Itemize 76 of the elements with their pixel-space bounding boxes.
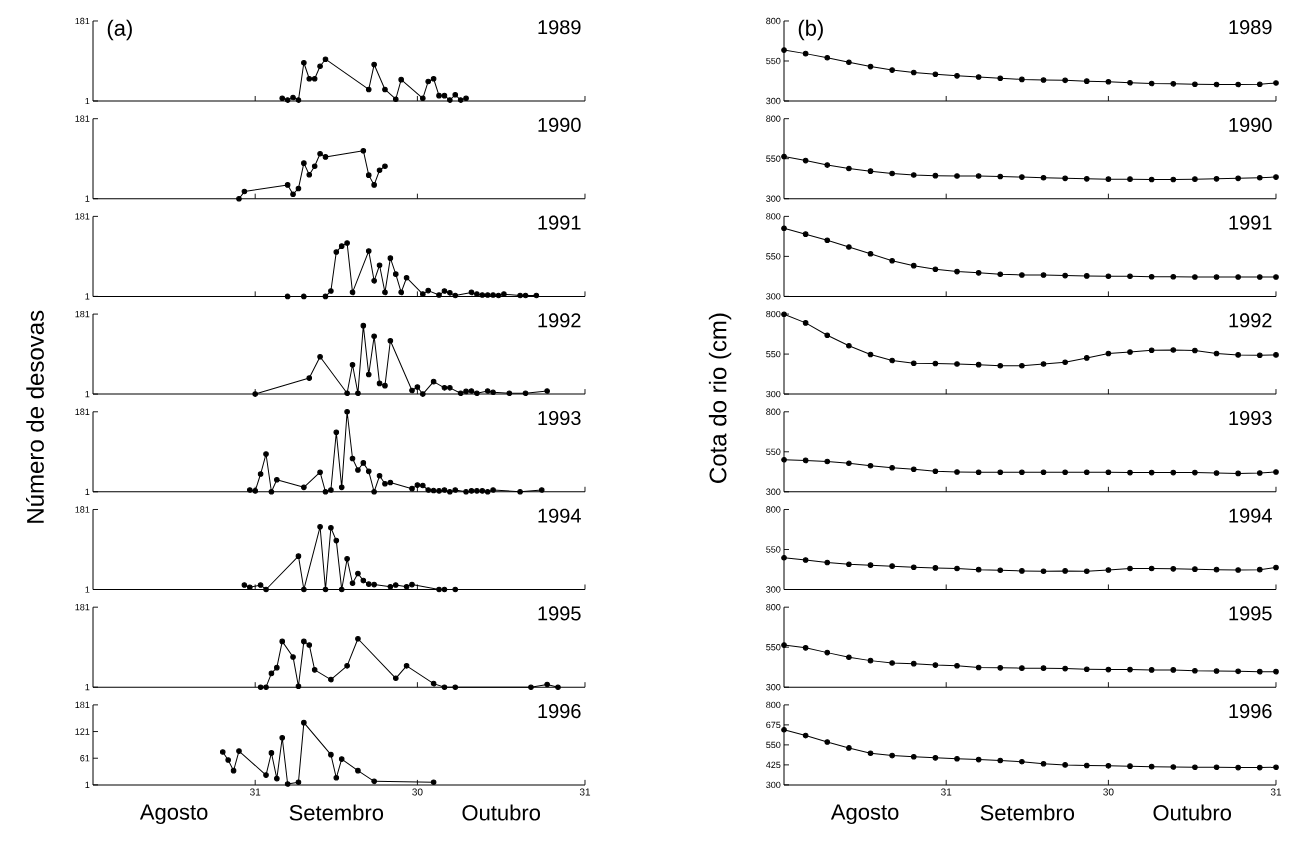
y-tick-label: 550 bbox=[766, 253, 781, 260]
chart-title: 1989 bbox=[538, 20, 581, 35]
chart-title: 1992 bbox=[538, 313, 581, 328]
text: Setembro bbox=[980, 804, 1075, 821]
text: Agosto bbox=[139, 804, 208, 825]
y-axis-title: Número de desovas bbox=[26, 310, 44, 523]
text: Outubro bbox=[1153, 804, 1232, 821]
x-tick-label: 31 bbox=[1270, 788, 1282, 796]
y-tick-label: 300 bbox=[766, 390, 781, 398]
y-tick-label: 1 bbox=[85, 781, 90, 788]
y-tick-label: 1 bbox=[85, 390, 90, 398]
y-tick-label: 550 bbox=[766, 155, 781, 162]
y-tick-label: 800 bbox=[766, 115, 781, 122]
y-tick-label: 181 bbox=[75, 310, 90, 318]
y-tick-label: 300 bbox=[766, 488, 781, 495]
chart-title: 1991 bbox=[538, 215, 581, 230]
y-tick-label: 1 bbox=[85, 586, 90, 593]
y-tick-label: 800 bbox=[766, 213, 781, 220]
y-tick-label: 300 bbox=[766, 683, 781, 691]
x-tick-label: 30 bbox=[1103, 788, 1114, 796]
text: Agosto bbox=[830, 804, 899, 825]
text: Setembro bbox=[289, 804, 384, 821]
y-tick-label: 1 bbox=[85, 684, 90, 691]
y-tick-label: 181 bbox=[75, 17, 90, 25]
y-tick-label: 1 bbox=[85, 488, 90, 495]
y-tick-label: 181 bbox=[75, 506, 90, 513]
y-tick-label: 300 bbox=[766, 97, 781, 105]
y-tick-label: 675 bbox=[766, 721, 781, 729]
y-tick-label: 550 bbox=[766, 546, 781, 553]
y-tick-label: 800 bbox=[766, 310, 781, 318]
chart-title: 1989 bbox=[1229, 20, 1272, 35]
annotation: (b) bbox=[798, 19, 823, 41]
y-tick-label: 550 bbox=[766, 57, 781, 65]
y-tick-label: 300 bbox=[766, 293, 781, 300]
y-tick-label: 300 bbox=[766, 195, 781, 202]
y-tick-label: 300 bbox=[766, 781, 781, 789]
y-tick-label: 181 bbox=[75, 408, 90, 415]
annotation: (a) bbox=[107, 19, 132, 41]
chart-title: 1992 bbox=[1229, 313, 1272, 328]
y-tick-label: 1 bbox=[85, 97, 90, 105]
y-tick-label: 181 bbox=[75, 115, 90, 122]
y-tick-label: 800 bbox=[766, 17, 781, 25]
y-tick-label: 800 bbox=[766, 701, 781, 709]
chart-title: 1995 bbox=[538, 606, 581, 621]
y-tick-label: 800 bbox=[766, 408, 781, 415]
chart-title: 1996 bbox=[538, 704, 581, 719]
chart-title: 1995 bbox=[1229, 606, 1272, 621]
chart-title: 1993 bbox=[538, 410, 581, 426]
y-tick-label: 121 bbox=[75, 728, 90, 735]
y-tick-label: 181 bbox=[75, 603, 90, 611]
chart-title: 1990 bbox=[1229, 117, 1272, 132]
y-tick-label: 550 bbox=[766, 643, 781, 651]
y-tick-label: 300 bbox=[766, 586, 781, 593]
y-tick-label: 550 bbox=[766, 350, 781, 358]
y-tick-label: 800 bbox=[766, 506, 781, 513]
y-tick-label: 181 bbox=[75, 701, 90, 709]
x-tick-label: 31 bbox=[250, 788, 261, 796]
chart-title: 1991 bbox=[1229, 215, 1272, 230]
chart-title: 1990 bbox=[538, 117, 581, 132]
chart-title: 1993 bbox=[1229, 410, 1272, 426]
y-tick-label: 550 bbox=[766, 741, 781, 749]
y-tick-label: 1 bbox=[85, 293, 90, 300]
chart-title: 1994 bbox=[1229, 508, 1272, 523]
text: Outubro bbox=[462, 804, 541, 821]
chart-title: 1994 bbox=[538, 508, 581, 523]
y-tick-label: 181 bbox=[75, 213, 90, 220]
x-tick-label: 31 bbox=[579, 788, 591, 796]
x-tick-label: 30 bbox=[412, 788, 423, 796]
chart-title: 1996 bbox=[1229, 704, 1272, 719]
y-tick-label: 1 bbox=[85, 195, 90, 202]
y-tick-label: 800 bbox=[766, 603, 781, 611]
y-tick-label: 425 bbox=[766, 761, 781, 769]
x-tick-label: 31 bbox=[941, 788, 952, 796]
y-axis-title: Cota do rio (cm) bbox=[708, 313, 732, 483]
y-tick-label: 61 bbox=[80, 755, 90, 762]
y-tick-label: 550 bbox=[766, 448, 781, 455]
